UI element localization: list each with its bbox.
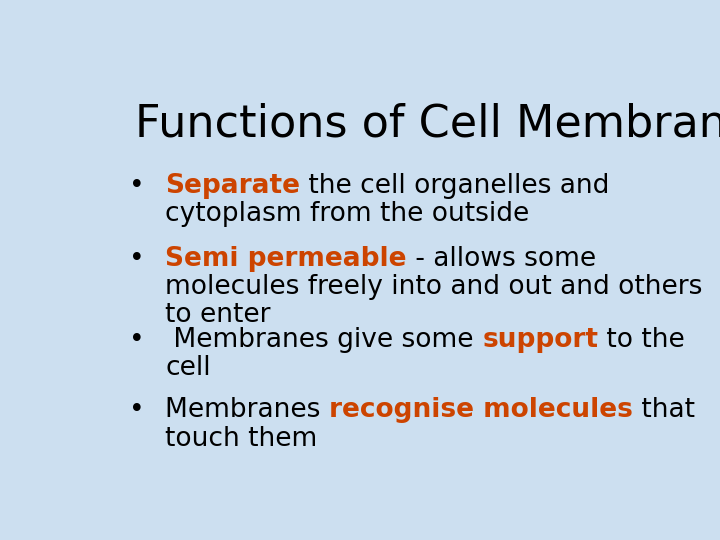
Text: recognise molecules: recognise molecules	[329, 397, 633, 423]
Text: - allows some: - allows some	[407, 246, 596, 272]
Text: cell: cell	[166, 355, 211, 381]
Text: support: support	[482, 327, 598, 353]
Text: molecules freely into and out and others: molecules freely into and out and others	[166, 274, 703, 300]
Text: Membranes give some: Membranes give some	[166, 327, 482, 353]
Text: to enter: to enter	[166, 302, 271, 328]
Text: that: that	[633, 397, 695, 423]
Text: •: •	[129, 246, 145, 272]
Text: touch them: touch them	[166, 426, 318, 452]
Text: •: •	[129, 173, 145, 199]
Text: cytoplasm from the outside: cytoplasm from the outside	[166, 201, 530, 227]
Text: Separate: Separate	[166, 173, 300, 199]
Text: to the: to the	[598, 327, 685, 353]
Text: Semi permeable: Semi permeable	[166, 246, 407, 272]
Text: Membranes: Membranes	[166, 397, 329, 423]
Text: •: •	[129, 397, 145, 423]
Text: the cell organelles and: the cell organelles and	[300, 173, 610, 199]
Text: •: •	[129, 327, 145, 353]
Text: Functions of Cell Membranes: Functions of Cell Membranes	[135, 102, 720, 145]
